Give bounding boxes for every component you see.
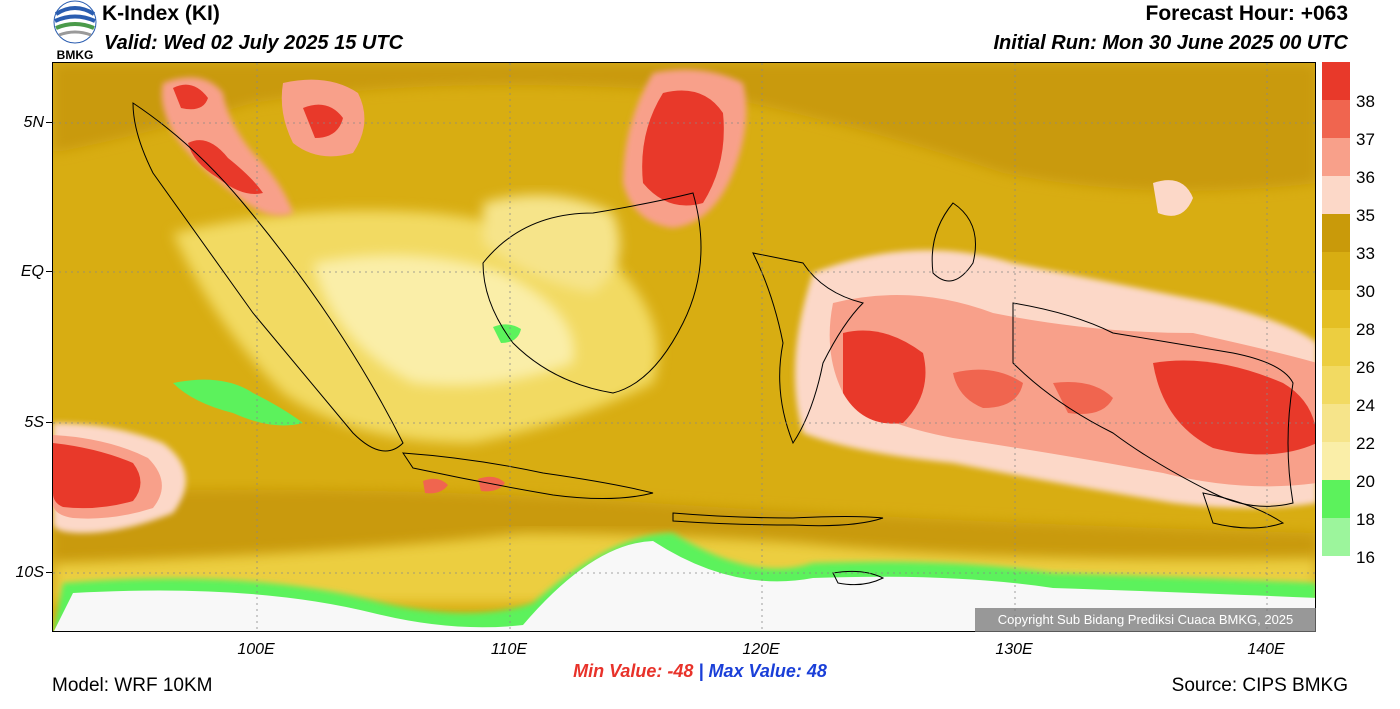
bmkg-logo: BMKG: [50, 0, 100, 62]
lon-label-110e: 110E: [490, 641, 528, 658]
colorbar-label-22: 22: [1356, 434, 1375, 453]
lon-label-140e: 140E: [1247, 641, 1285, 658]
colorbar-label-33: 33: [1356, 244, 1375, 263]
forecast-hour: Forecast Hour: +063: [1145, 2, 1349, 25]
min-value: Min Value: -48: [573, 661, 694, 681]
lat-label-10s: 10S: [15, 564, 44, 581]
colorbar-label-28: 28: [1356, 320, 1375, 339]
colorbar-label-35: 35: [1356, 206, 1375, 225]
colorbar-cell: [1322, 328, 1350, 366]
colorbar-label-26: 26: [1356, 358, 1375, 377]
colorbar-cell: [1322, 100, 1350, 138]
lat-tick: [46, 271, 52, 272]
colorbar-label-20: 20: [1356, 472, 1375, 491]
stats-separator: |: [698, 661, 704, 681]
map-title: K-Index (KI): [102, 2, 220, 25]
colorbar-label-24: 24: [1356, 396, 1375, 415]
lat-tick: [46, 422, 52, 423]
colorbar-cell: [1322, 290, 1350, 328]
lon-label-100e: 100E: [237, 641, 275, 658]
colorbar-cell: [1322, 252, 1350, 290]
source-label: Source: CIPS BMKG: [1171, 675, 1348, 696]
colorbar-label-30: 30: [1356, 282, 1375, 301]
lon-label-120e: 120E: [742, 641, 780, 658]
colorbar-label-16: 16: [1356, 548, 1375, 567]
colorbar-cell: [1322, 366, 1350, 404]
colorbar-label-37: 37: [1356, 130, 1375, 149]
coastlines: [132, 102, 1294, 586]
initial-run: Initial Run: Mon 30 June 2025 00 UTC: [993, 32, 1348, 54]
lat-label-5n: 5N: [23, 114, 44, 131]
gridlines: [53, 63, 1315, 631]
colorbar-cell: [1322, 176, 1350, 214]
k-index-map: [52, 62, 1316, 632]
lat-label-eq: EQ: [20, 263, 44, 280]
colorbar-cell: [1322, 442, 1350, 480]
lat-label-5s: 5S: [24, 414, 44, 431]
max-value: Max Value: 48: [708, 661, 827, 681]
colorbar-cell: [1322, 518, 1350, 556]
map-canvas: [53, 63, 1315, 631]
colorbar-cell: [1322, 62, 1350, 100]
colorbar-label-18: 18: [1356, 510, 1375, 529]
colorbar-cell: [1322, 214, 1350, 252]
colorbar-cell: [1322, 404, 1350, 442]
colorbar-cell: [1322, 138, 1350, 176]
valid-time: Valid: Wed 02 July 2025 15 UTC: [104, 32, 404, 54]
model-label: Model: WRF 10KM: [52, 675, 213, 696]
lat-tick: [46, 572, 52, 573]
lon-label-130e: 130E: [995, 641, 1033, 658]
min-max-values: Min Value: -48 | Max Value: 48: [0, 661, 1400, 682]
lat-tick: [46, 122, 52, 123]
logo-text: BMKG: [57, 48, 94, 62]
colorbar-label-38: 38: [1356, 92, 1375, 111]
colorbar-cell: [1322, 556, 1350, 594]
colorbar-label-36: 36: [1356, 168, 1375, 187]
colorbar-cell: [1322, 480, 1350, 518]
colorbar: [1322, 62, 1350, 594]
copyright-notice: Copyright Sub Bidang Prediksi Cuaca BMKG…: [975, 608, 1316, 632]
